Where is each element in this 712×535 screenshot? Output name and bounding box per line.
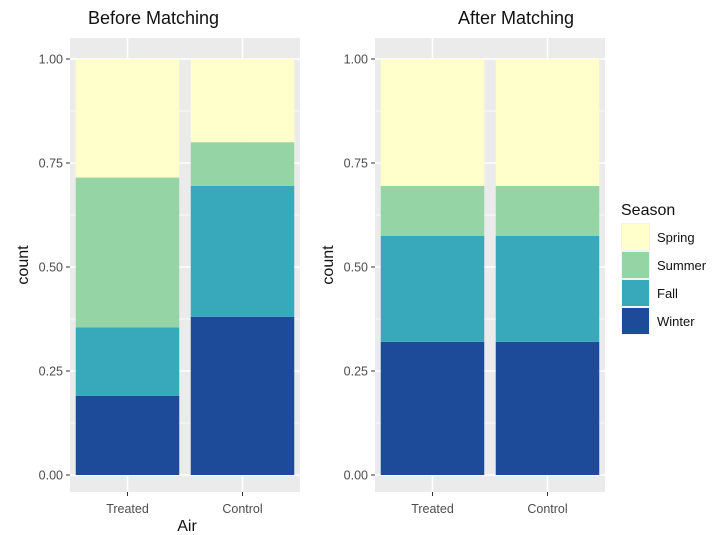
y-tick-label: 0.00 xyxy=(39,469,63,483)
bar-spring-treated xyxy=(380,59,485,186)
bar-summer-control xyxy=(495,185,600,236)
bar-winter-control xyxy=(190,316,295,475)
bar-spring-control xyxy=(495,59,600,186)
bar-winter-treated xyxy=(380,341,485,475)
y-axis-title: count xyxy=(320,245,337,285)
legend-label-winter: Winter xyxy=(657,314,695,329)
bar-summer-control xyxy=(190,142,295,186)
y-axis-title: count xyxy=(15,245,32,285)
panel-before-matching: 0.00 0.25 0.50 0.75 1.00 Treated Control Befo… xyxy=(15,8,300,535)
legend-swatch-fall xyxy=(622,280,649,306)
bars xyxy=(75,59,295,475)
legend-label-spring: Spring xyxy=(657,230,695,245)
legend-swatch-spring xyxy=(622,224,649,250)
x-tick-label: Treated xyxy=(411,502,454,516)
y-tick-label: 0.75 xyxy=(39,157,63,171)
x-tick-label: Control xyxy=(527,502,567,516)
legend-label-fall: Fall xyxy=(657,286,678,301)
legend-title: Season xyxy=(621,202,675,219)
y-tick-label: 1.00 xyxy=(39,53,63,67)
panel-after-matching: 0.00 0.25 0.50 0.75 1.00 Treated Control Afte… xyxy=(320,8,605,516)
bar-spring-treated xyxy=(75,59,180,178)
y-axis-ticks: 0.00 0.25 0.50 0.75 1.00 xyxy=(344,53,375,483)
x-tick-label: Control xyxy=(222,502,262,516)
x-axis-title: Air xyxy=(177,518,197,535)
bar-fall-control xyxy=(495,235,600,342)
bar-fall-treated xyxy=(380,235,485,342)
bar-spring-control xyxy=(190,59,295,143)
bar-winter-treated xyxy=(75,395,180,475)
bars xyxy=(380,59,600,475)
legend-swatch-winter xyxy=(622,308,649,334)
chart-title: After Matching xyxy=(458,8,574,28)
bar-winter-control xyxy=(495,341,600,475)
legend: Season Spring Summer Fall Winter xyxy=(621,202,707,335)
bar-fall-control xyxy=(190,185,295,317)
bar-summer-treated xyxy=(75,177,180,328)
y-tick-label: 0.50 xyxy=(344,261,368,275)
y-tick-label: 0.75 xyxy=(344,157,368,171)
legend-swatch-summer xyxy=(622,252,649,278)
legend-items: Spring Summer Fall Winter xyxy=(621,223,707,335)
x-axis-ticks: Treated Control xyxy=(411,492,568,516)
x-axis-ticks: Treated Control xyxy=(106,492,263,516)
y-tick-label: 1.00 xyxy=(344,53,368,67)
chart-title: Before Matching xyxy=(88,8,219,28)
bar-fall-treated xyxy=(75,327,180,396)
y-tick-label: 0.25 xyxy=(39,365,63,379)
y-tick-label: 0.50 xyxy=(39,261,63,275)
y-axis-ticks: 0.00 0.25 0.50 0.75 1.00 xyxy=(39,53,70,483)
legend-label-summer: Summer xyxy=(657,258,707,273)
bar-summer-treated xyxy=(380,185,485,236)
x-tick-label: Treated xyxy=(106,502,149,516)
y-tick-label: 0.25 xyxy=(344,365,368,379)
y-tick-label: 0.00 xyxy=(344,469,368,483)
